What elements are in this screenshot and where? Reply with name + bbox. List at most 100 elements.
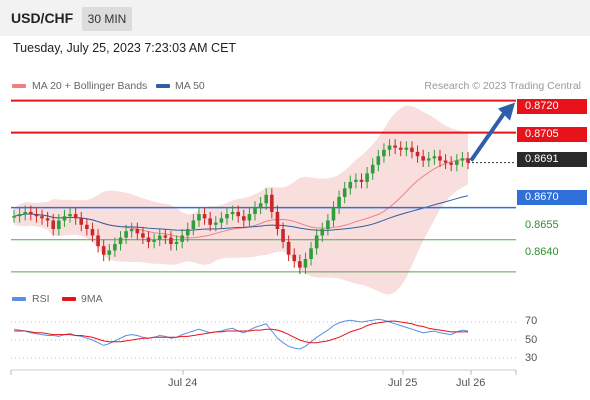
rsi-ma-line [14,320,468,344]
candle-body [415,151,420,157]
candle-body [191,220,196,230]
timeframe-button[interactable]: 30 MIN [82,7,132,31]
candle-body [454,160,459,165]
candle-body [180,235,184,242]
candle-body [152,239,156,242]
x-label-jul25: Jul 25 [388,377,418,389]
candle-body [387,145,392,150]
candle-body [264,194,269,204]
candle-body [185,229,190,236]
candle-body [404,147,409,150]
candle-body [17,214,22,217]
candle-body [398,147,403,150]
candle-body [197,214,201,221]
candle-body [12,216,16,218]
candle-body [169,237,173,245]
candle-body [57,220,61,230]
candle-body [124,231,128,238]
candle-body [213,222,218,225]
candle-body [275,211,280,230]
candle-body [247,214,252,221]
support-level-2: 0.8640 [525,246,559,258]
datetime-label: Tuesday, July 25, 2023 7:23:03 AM CET [13,41,237,55]
rsi-tick-50: 50 [525,334,538,346]
candle-body [292,254,297,262]
x-label-jul26: Jul 26 [456,377,486,389]
last-price-badge: 0.8691 [517,152,587,167]
candle-body [29,211,33,215]
candle-body [331,207,336,221]
candle-body [174,241,179,245]
candle-body [141,233,145,238]
rsi-tick-30: 30 [525,352,538,364]
candle-body [309,248,313,260]
resistance-level-1: 0.8705 [517,127,587,142]
candle-body [230,211,235,215]
candle-body [342,188,347,197]
candle-body [23,211,28,215]
rsi-line [13,318,469,350]
rsi-legend-label: RSI [32,293,50,305]
candle-body [73,214,78,219]
candle-body [90,229,95,236]
candle-body [281,229,285,242]
candle-body [382,149,386,157]
instrument-title: USD/CHF [11,10,74,26]
candle-body [258,203,263,208]
toolbar: USD/CHF 30 MIN [0,0,590,36]
candle-body [208,218,212,225]
candle-body [253,207,257,215]
candle-body [460,158,465,161]
candle-body [96,235,100,247]
pivot-level: 0.8670 [517,190,587,205]
candle-body [443,160,448,163]
candle-body [426,158,431,161]
candle-body [438,156,442,161]
candle-body [421,156,425,161]
rsi-legend-swatch [12,297,26,301]
candle-body [348,181,353,189]
candle-body [359,179,364,182]
x-label-jul24: Jul 24 [168,377,198,389]
candle-body [101,246,106,255]
candle-body [393,145,397,148]
candle-body [118,237,123,245]
candle-body [146,237,151,242]
candle-body [432,156,437,159]
candle-body [337,196,341,208]
candle-body [298,261,302,268]
candle-body [286,241,291,255]
rsi-tick-70: 70 [525,315,538,327]
candle-body [303,259,308,268]
candle-body [45,218,50,221]
candle-body [365,173,369,182]
candle-body [219,218,224,223]
candle-body [202,214,207,219]
ma50-legend-label: MA 50 [175,80,205,92]
candle-body [79,218,84,225]
candle-body [157,235,162,240]
support-level-1: 0.8655 [525,219,559,231]
candle-body [34,214,39,217]
candle-body [135,229,140,234]
candle-body [376,156,381,165]
candle-body [354,179,358,182]
candle-body [326,220,330,230]
candle-body [51,220,56,230]
research-credit: Research © 2023 Trading Central [424,80,581,92]
candle-body [107,250,112,255]
candle-body [129,229,134,232]
bollinger-band [14,105,468,295]
candle-body [449,162,453,165]
candle-body [410,147,414,152]
ma20-legend-label: MA 20 + Bollinger Bands [32,80,148,92]
candle-body [68,214,72,217]
projection-arrow [469,109,508,162]
candle-body [236,211,240,217]
ma50-line [13,195,469,231]
projection-arrow-head [498,102,515,121]
candle-body [85,224,89,230]
ma20-legend-swatch [12,84,26,88]
candle-body [62,216,67,221]
